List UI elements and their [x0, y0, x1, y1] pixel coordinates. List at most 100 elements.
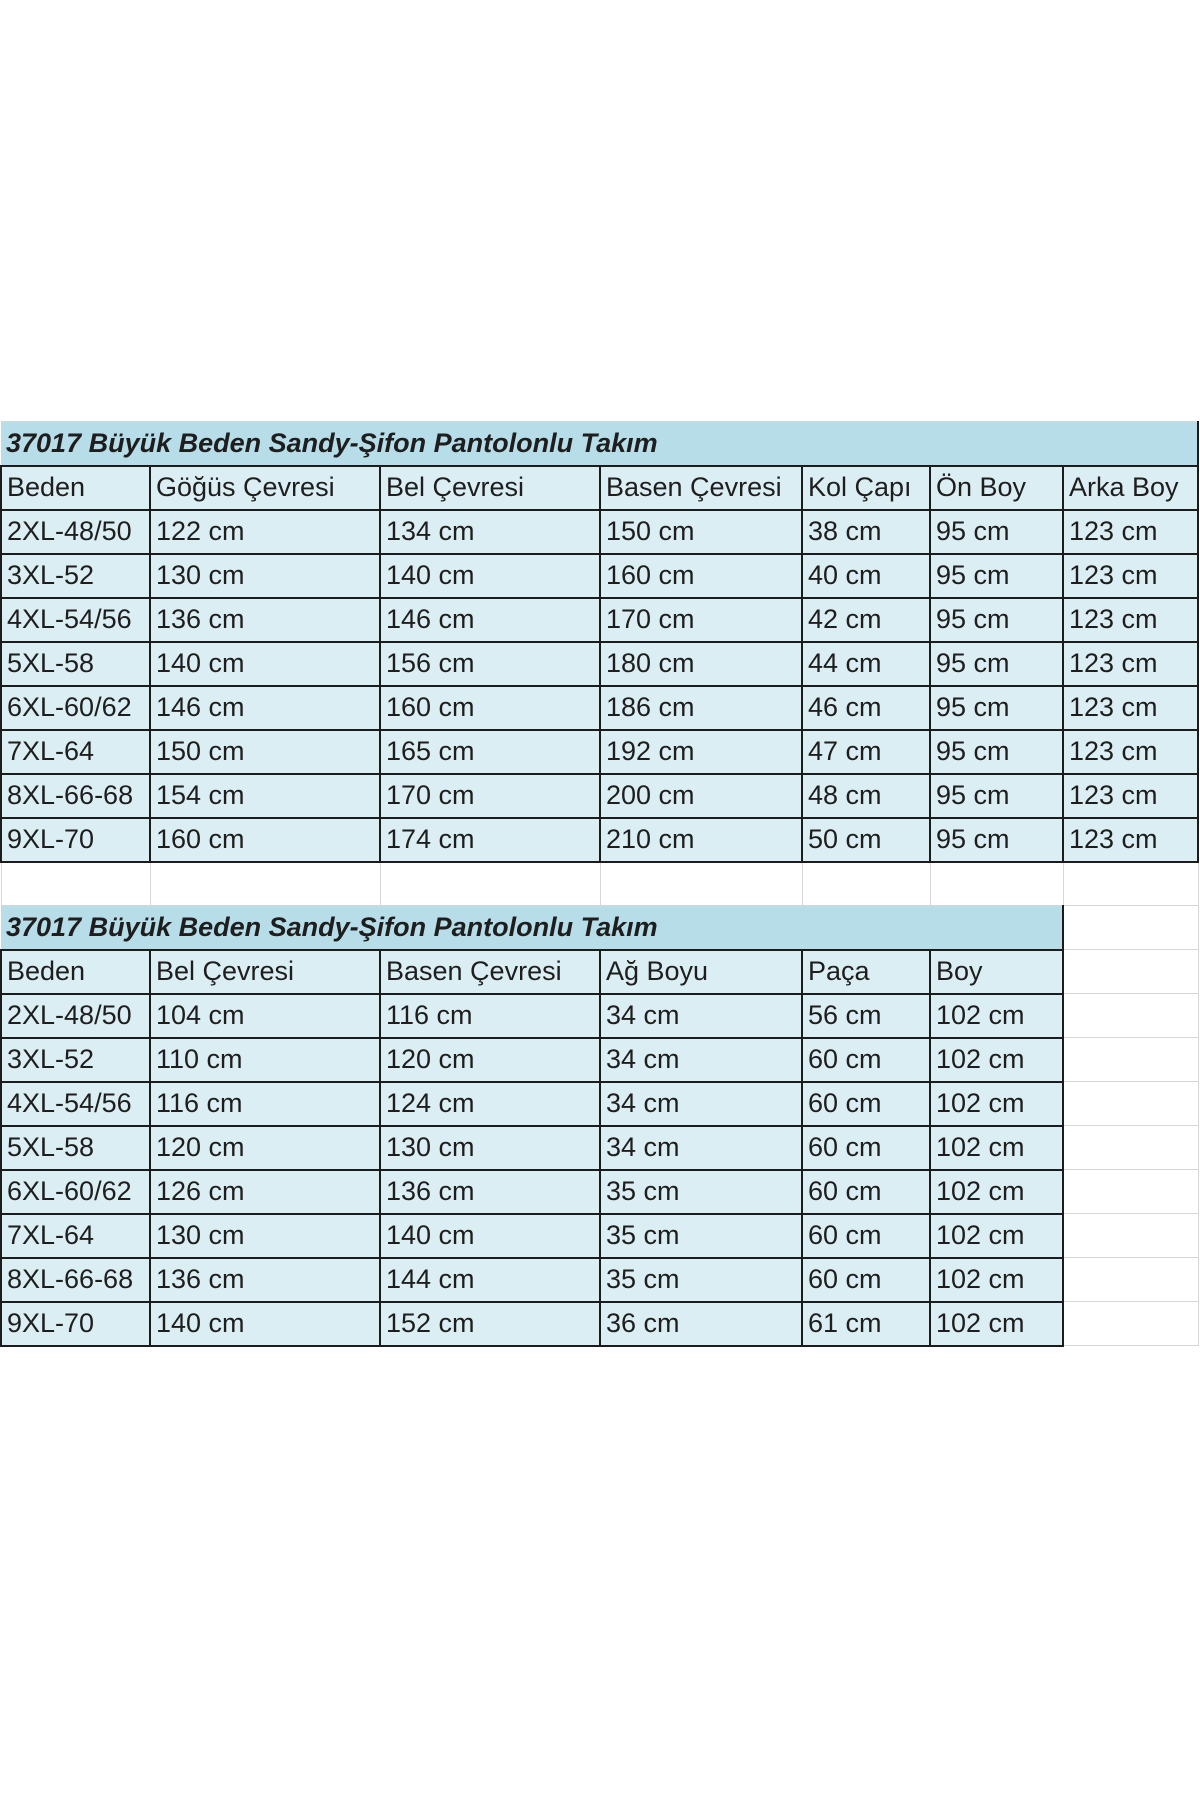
table-cell: 154 cm [149, 772, 381, 819]
table-cell: 156 cm [379, 640, 601, 687]
table-cell: 60 cm [801, 1124, 931, 1171]
table-cell: 186 cm [599, 684, 803, 731]
header-row: Beden Bel Çevresi Basen Çevresi Ağ Boyu Paça… [0, 948, 1199, 995]
table-cell: 122 cm [149, 508, 381, 555]
column-header: Göğüs Çevresi [149, 464, 381, 511]
empty-cell [1062, 1081, 1199, 1126]
empty-cell [1062, 1037, 1199, 1082]
column-header: Arka Boy [1061, 464, 1200, 511]
table-cell: 5XL-58 [0, 1124, 151, 1171]
table-cell: 146 cm [379, 596, 601, 643]
table-cell: 116 cm [379, 992, 601, 1039]
column-header: Bel Çevresi [379, 464, 601, 511]
table-row: 3XL-52 130 cm 140 cm 160 cm 40 cm 95 cm 123 cm [0, 552, 1200, 599]
empty-cell [1062, 1301, 1199, 1346]
table-cell: 60 cm [801, 1212, 931, 1259]
table-cell: 95 cm [929, 552, 1064, 599]
table-cell: 42 cm [801, 596, 931, 643]
table-cell: 102 cm [929, 1168, 1064, 1215]
table-cell: 6XL-60/62 [0, 684, 151, 731]
table-cell: 5XL-58 [0, 640, 151, 687]
table-cell: 150 cm [599, 508, 803, 555]
table-title: 37017 Büyük Beden Sandy-Şifon Pantolonlu… [1, 905, 1064, 951]
table-cell: 123 cm [1061, 552, 1200, 599]
table-cell: 60 cm [801, 1256, 931, 1303]
table-cell: 192 cm [599, 728, 803, 775]
table-row: 7XL-64 150 cm 165 cm 192 cm 47 cm 95 cm 123 cm [0, 728, 1200, 775]
table-cell: 160 cm [379, 684, 601, 731]
table-cell: 2XL-48/50 [0, 508, 151, 555]
table-cell: 174 cm [379, 816, 601, 863]
table-cell: 34 cm [599, 1080, 803, 1127]
table-cell: 60 cm [801, 1036, 931, 1083]
table-cell: 60 cm [801, 1080, 931, 1127]
table-cell: 38 cm [801, 508, 931, 555]
table-cell: 102 cm [929, 1256, 1064, 1303]
table-cell: 47 cm [801, 728, 931, 775]
empty-cell [1062, 1213, 1199, 1258]
table-row: 9XL-70 160 cm 174 cm 210 cm 50 cm 95 cm 123 cm [0, 816, 1200, 863]
column-header: Kol Çapı [801, 464, 931, 511]
table-cell: 46 cm [801, 684, 931, 731]
table-cell: 9XL-70 [0, 1300, 151, 1347]
table-cell: 140 cm [149, 1300, 381, 1347]
table-cell: 48 cm [801, 772, 931, 819]
table-row: 5XL-58 140 cm 156 cm 180 cm 44 cm 95 cm 123 cm [0, 640, 1200, 687]
table-cell: 123 cm [1061, 596, 1200, 643]
table-row: 9XL-70 140 cm 152 cm 36 cm 61 cm 102 cm [0, 1300, 1199, 1347]
table-row: 7XL-64 130 cm 140 cm 35 cm 60 cm 102 cm [0, 1212, 1199, 1259]
table-cell: 2XL-48/50 [0, 992, 151, 1039]
table-title-row: 37017 Büyük Beden Sandy-Şifon Pantolonlu… [1, 905, 1199, 951]
table-cell: 95 cm [929, 596, 1064, 643]
table-cell: 35 cm [599, 1212, 803, 1259]
table-cell: 3XL-52 [0, 1036, 151, 1083]
table-cell: 136 cm [379, 1168, 601, 1215]
table-cell: 123 cm [1061, 508, 1200, 555]
table-cell: 130 cm [149, 552, 381, 599]
table-cell: 116 cm [149, 1080, 381, 1127]
table-cell: 7XL-64 [0, 728, 151, 775]
table-cell: 150 cm [149, 728, 381, 775]
table-cell: 210 cm [599, 816, 803, 863]
table-cell: 102 cm [929, 1124, 1064, 1171]
table-row: 4XL-54/56 116 cm 124 cm 34 cm 60 cm 102 cm [0, 1080, 1199, 1127]
table-cell: 34 cm [599, 992, 803, 1039]
table-cell: 61 cm [801, 1300, 931, 1347]
empty-cell [599, 861, 803, 906]
table-cell: 35 cm [599, 1168, 803, 1215]
table-cell: 140 cm [149, 640, 381, 687]
table-cell: 8XL-66-68 [0, 1256, 151, 1303]
table-cell: 6XL-60/62 [0, 1168, 151, 1215]
empty-cell [0, 861, 151, 906]
table-cell: 4XL-54/56 [0, 1080, 151, 1127]
table-row: 2XL-48/50 122 cm 134 cm 150 cm 38 cm 95 cm 123… [0, 508, 1200, 555]
table-cell: 9XL-70 [0, 816, 151, 863]
table-cell: 8XL-66-68 [0, 772, 151, 819]
table-cell: 3XL-52 [0, 552, 151, 599]
empty-cell [1062, 1125, 1199, 1170]
empty-cell [1062, 993, 1199, 1038]
empty-cell [1062, 1169, 1199, 1214]
column-header: Basen Çevresi [379, 948, 601, 995]
table-cell: 152 cm [379, 1300, 601, 1347]
table-row: 5XL-58 120 cm 130 cm 34 cm 60 cm 102 cm [0, 1124, 1199, 1171]
table-cell: 160 cm [599, 552, 803, 599]
table-cell: 35 cm [599, 1256, 803, 1303]
table-cell: 136 cm [149, 596, 381, 643]
size-chart-sheet: 37017 Büyük Beden Sandy-Şifon Pantolonlu… [0, 421, 1200, 1347]
table-cell: 165 cm [379, 728, 601, 775]
table-row: 8XL-66-68 136 cm 144 cm 35 cm 60 cm 102 cm [0, 1256, 1199, 1303]
column-header: Ağ Boyu [599, 948, 803, 995]
empty-cell [1062, 1257, 1199, 1302]
table-cell: 134 cm [379, 508, 601, 555]
table-cell: 60 cm [801, 1168, 931, 1215]
table-cell: 40 cm [801, 552, 931, 599]
table-cell: 95 cm [929, 728, 1064, 775]
table-cell: 170 cm [599, 596, 803, 643]
table-cell: 102 cm [929, 1080, 1064, 1127]
table-cell: 34 cm [599, 1036, 803, 1083]
empty-cell [1062, 905, 1199, 950]
empty-cell [801, 861, 931, 906]
table-cell: 104 cm [149, 992, 381, 1039]
table-cell: 110 cm [149, 1036, 381, 1083]
